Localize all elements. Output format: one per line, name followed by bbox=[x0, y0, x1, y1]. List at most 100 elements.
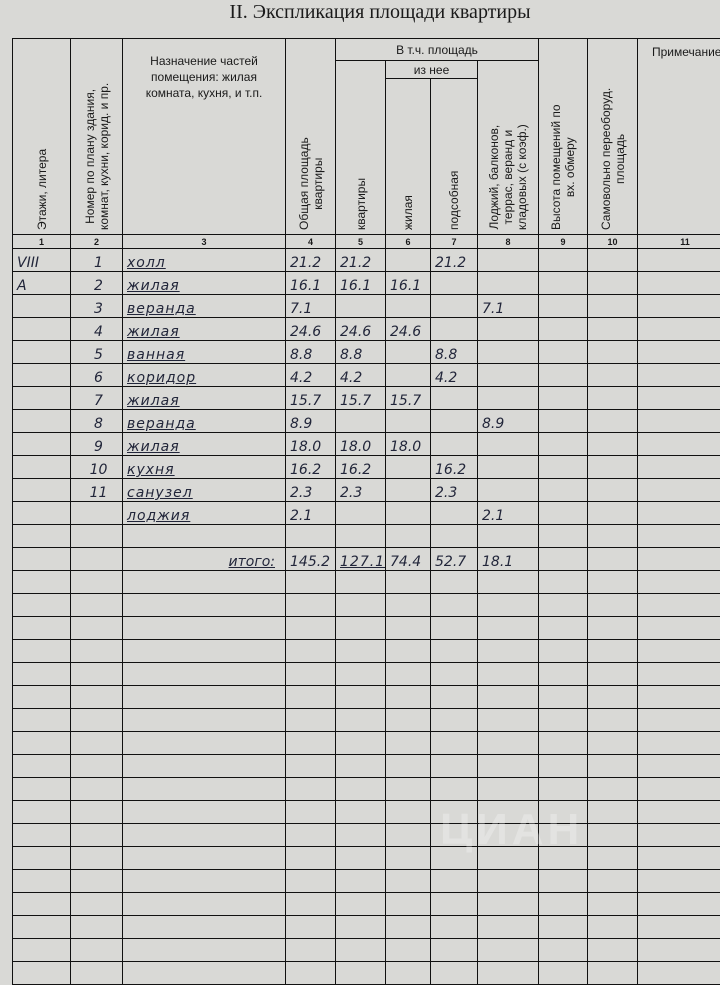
empty-cell bbox=[71, 709, 123, 732]
empty-cell bbox=[123, 732, 286, 755]
cell-name: веранда bbox=[123, 295, 286, 318]
cell-name: жилая bbox=[123, 387, 286, 410]
empty-cell bbox=[638, 640, 720, 663]
empty-cell bbox=[588, 479, 638, 502]
empty-cell bbox=[478, 594, 539, 617]
empty-cell bbox=[431, 916, 478, 939]
empty-cell bbox=[588, 272, 638, 295]
empty-cell bbox=[588, 364, 638, 387]
empty-cell bbox=[588, 755, 638, 778]
empty-cell bbox=[588, 801, 638, 824]
cell-total: 24.6 bbox=[286, 318, 336, 341]
empty-cell bbox=[431, 939, 478, 962]
empty-cell bbox=[71, 962, 123, 985]
empty-cell bbox=[71, 847, 123, 870]
empty-cell bbox=[638, 249, 720, 272]
empty-cell bbox=[386, 617, 431, 640]
cell-aux: 2.3 bbox=[431, 479, 478, 502]
page-title: II. Экспликация площади квартиры bbox=[0, 0, 720, 24]
cell-flat: 24.6 bbox=[336, 318, 386, 341]
empty-cell bbox=[13, 640, 71, 663]
empty-cell bbox=[478, 893, 539, 916]
empty-cell bbox=[539, 893, 588, 916]
cell-loggia bbox=[478, 433, 539, 456]
empty-cell bbox=[13, 893, 71, 916]
cell-loggia bbox=[478, 341, 539, 364]
empty-cell bbox=[13, 548, 71, 571]
empty-cell bbox=[286, 594, 336, 617]
empty-cell bbox=[638, 341, 720, 364]
empty-cell bbox=[588, 962, 638, 985]
empty-cell bbox=[336, 847, 386, 870]
cell-total: 2.3 bbox=[286, 479, 336, 502]
cell-flat: 21.2 bbox=[336, 249, 386, 272]
column-number: 7 bbox=[431, 235, 478, 249]
table-row bbox=[13, 732, 720, 755]
cell-flat: 127.1 bbox=[336, 548, 386, 571]
header-group-area: В т.ч. площадь bbox=[336, 39, 539, 61]
empty-cell bbox=[478, 962, 539, 985]
empty-cell bbox=[386, 755, 431, 778]
empty-cell bbox=[638, 893, 720, 916]
cell-loggia bbox=[478, 364, 539, 387]
empty-cell bbox=[286, 939, 336, 962]
empty-cell bbox=[13, 686, 71, 709]
empty-cell bbox=[588, 387, 638, 410]
empty-cell bbox=[539, 249, 588, 272]
cell-living: 74.4 bbox=[386, 548, 431, 571]
table-row bbox=[13, 709, 720, 732]
empty-cell bbox=[638, 456, 720, 479]
empty-cell bbox=[638, 479, 720, 502]
empty-cell bbox=[539, 686, 588, 709]
empty-cell bbox=[336, 778, 386, 801]
empty-cell bbox=[588, 709, 638, 732]
column-number: 5 bbox=[336, 235, 386, 249]
empty-cell bbox=[13, 939, 71, 962]
empty-cell bbox=[13, 617, 71, 640]
empty-cell bbox=[539, 571, 588, 594]
empty-cell bbox=[431, 755, 478, 778]
empty-cell bbox=[386, 525, 431, 548]
cell-floor: VIII bbox=[13, 249, 71, 272]
empty-cell bbox=[286, 663, 336, 686]
header-flat-area: квартиры bbox=[336, 61, 386, 235]
empty-cell bbox=[286, 686, 336, 709]
cell-living bbox=[386, 249, 431, 272]
empty-cell bbox=[71, 778, 123, 801]
empty-cell bbox=[123, 755, 286, 778]
empty-cell bbox=[638, 847, 720, 870]
cell-name: коридор bbox=[123, 364, 286, 387]
empty-cell bbox=[478, 732, 539, 755]
cell-num: 5 bbox=[71, 341, 123, 364]
cell-num: 1 bbox=[71, 249, 123, 272]
empty-cell bbox=[123, 801, 286, 824]
watermark-logo: ЦИАН bbox=[440, 805, 583, 855]
empty-cell bbox=[386, 893, 431, 916]
cell-flat bbox=[336, 295, 386, 318]
empty-cell bbox=[588, 916, 638, 939]
empty-cell bbox=[386, 847, 431, 870]
empty-cell bbox=[386, 686, 431, 709]
column-number: 3 bbox=[123, 235, 286, 249]
cell-name: санузел bbox=[123, 479, 286, 502]
empty-cell bbox=[431, 663, 478, 686]
empty-cell bbox=[539, 479, 588, 502]
cell-name: холл bbox=[123, 249, 286, 272]
empty-cell bbox=[386, 939, 431, 962]
empty-cell bbox=[286, 847, 336, 870]
empty-cell bbox=[123, 709, 286, 732]
empty-cell bbox=[638, 387, 720, 410]
cell-living bbox=[386, 479, 431, 502]
table-row bbox=[13, 663, 720, 686]
empty-cell bbox=[13, 824, 71, 847]
cell-name: жилая bbox=[123, 272, 286, 295]
cell-total: 16.2 bbox=[286, 456, 336, 479]
empty-cell bbox=[286, 893, 336, 916]
empty-cell bbox=[638, 295, 720, 318]
cell-living bbox=[386, 456, 431, 479]
